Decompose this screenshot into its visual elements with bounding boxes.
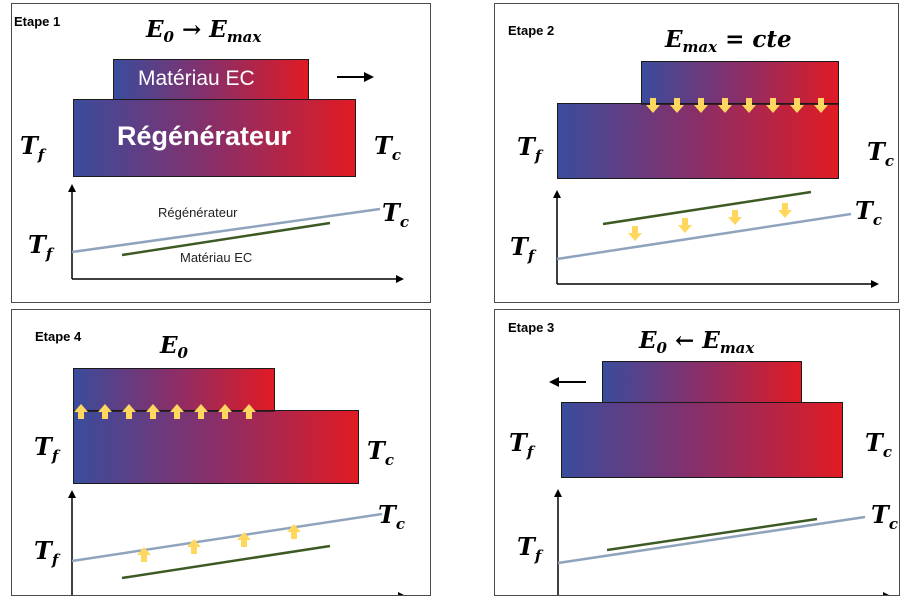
plot-t-cold-label: Tf <box>510 232 535 265</box>
plot-t-cold-label: Tf <box>28 230 53 263</box>
step-label: Etape 2 <box>508 23 555 38</box>
t-cold-label: Tf <box>517 132 542 165</box>
energy-equation: E0 <box>160 332 188 362</box>
panel-etape-3: Etape 3 E0 ← Emax Tf Tc Tf Tc <box>494 309 900 596</box>
move-left-arrow <box>549 377 586 387</box>
t-hot-label: Tc <box>867 137 894 170</box>
temperature-profile-plot <box>553 190 879 288</box>
t-cold-label: Tf <box>20 131 45 164</box>
heat-flow-down-arrows <box>628 203 792 241</box>
panel-etape-1: Etape 1 E0 → Emax Matériau EC Régénérate… <box>11 3 431 303</box>
regenerator-block <box>561 402 843 478</box>
material-ec-block <box>602 361 802 405</box>
heat-flow-up-arrows <box>137 524 301 562</box>
material-ec-label: Matériau EC <box>138 67 255 90</box>
move-right-arrow <box>337 72 374 82</box>
plot-t-hot-label: Tc <box>378 500 405 533</box>
plot-t-hot-label: Tc <box>855 196 882 229</box>
temperature-profile-plot <box>68 184 404 283</box>
plot-t-cold-label: Tf <box>34 536 59 569</box>
t-cold-label: Tf <box>34 432 59 465</box>
step-label: Etape 3 <box>508 320 555 335</box>
step-label: Etape 1 <box>14 14 61 29</box>
regenerator-line <box>71 512 383 563</box>
energy-equation: E0 → Emax <box>146 16 262 46</box>
temperature-profile-plot <box>68 490 404 595</box>
plot-regenerator-label: Régénérateur <box>158 205 238 220</box>
energy-equation: Emax = cte <box>665 26 792 56</box>
plot-material-label: Matériau EC <box>180 250 253 265</box>
material-line <box>121 221 331 257</box>
t-hot-label: Tc <box>367 436 394 469</box>
heat-flow-down-arrows <box>641 98 839 113</box>
panel-etape-4: Etape 4 E0 Tf Tc Tf Tc <box>11 309 431 596</box>
plot-t-hot-label: Tc <box>871 500 898 533</box>
regenerator-label: Régénérateur <box>117 121 292 151</box>
step-label: Etape 4 <box>35 329 82 344</box>
energy-equation: E0 ← Emax <box>639 327 755 357</box>
plot-t-hot-label: Tc <box>382 198 409 231</box>
regenerator-line <box>71 207 381 254</box>
plot-t-cold-label: Tf <box>517 532 542 565</box>
material-line <box>606 517 818 552</box>
regenerator-line <box>557 515 866 565</box>
t-cold-label: Tf <box>509 428 534 461</box>
material-line <box>602 190 812 226</box>
heat-flow-up-arrows <box>73 404 275 419</box>
t-hot-label: Tc <box>865 428 892 461</box>
temperature-profile-plot <box>554 489 889 595</box>
material-line <box>121 544 331 580</box>
panel-etape-2: Etape 2 Emax = cte Tf Tc Tf <box>494 3 899 303</box>
regenerator-block <box>73 410 359 484</box>
regenerator-line <box>556 212 852 261</box>
regenerator-block: Régénérateur <box>73 99 356 177</box>
t-hot-label: Tc <box>374 131 401 164</box>
